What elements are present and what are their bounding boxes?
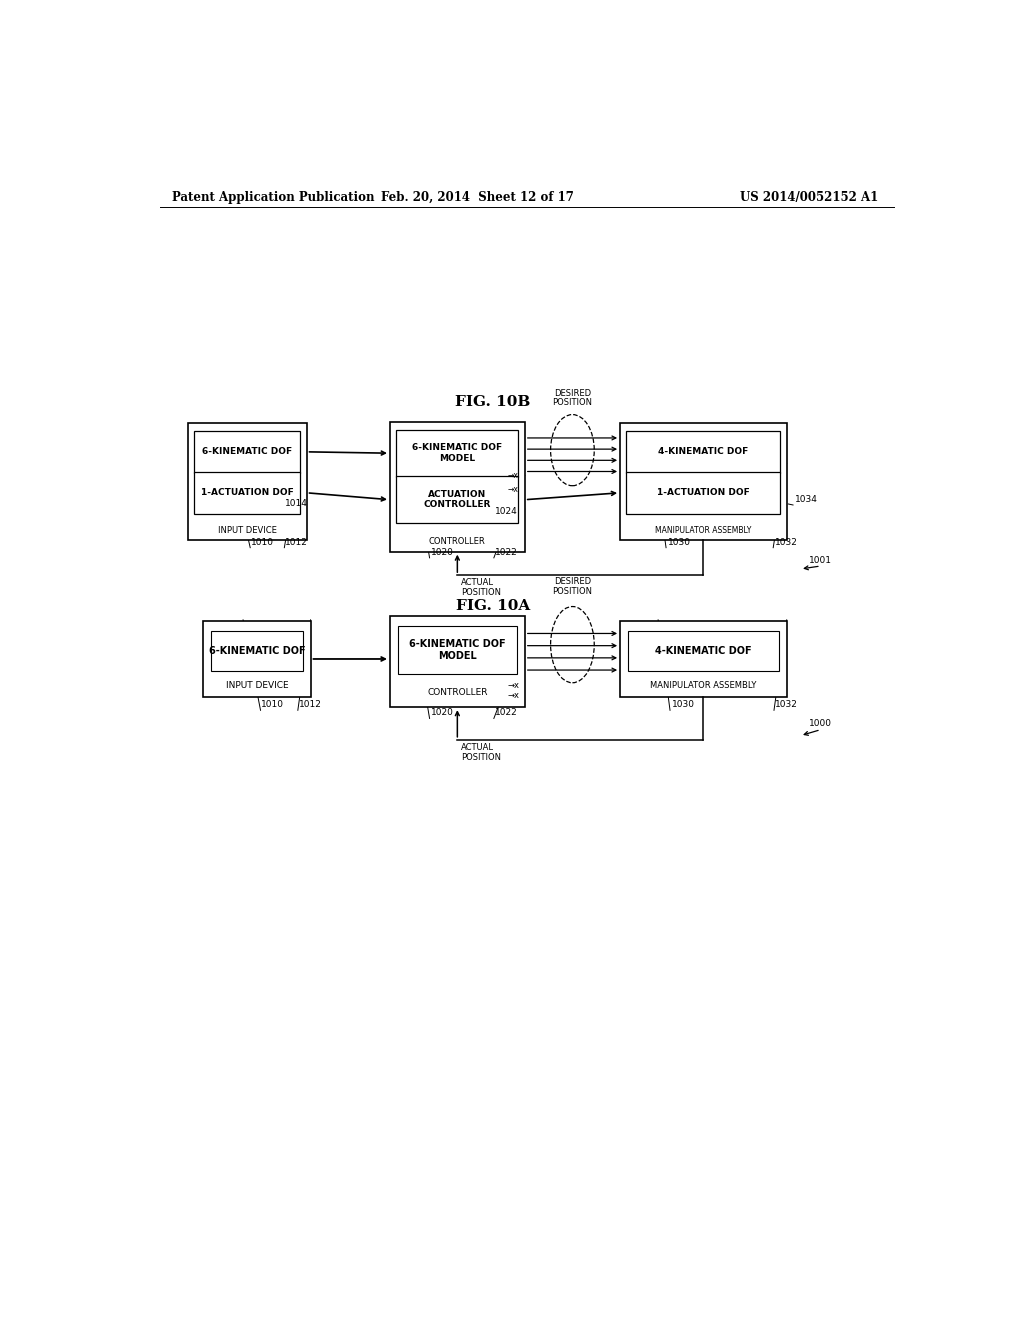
Text: 1010: 1010 [251,537,274,546]
Text: →x: →x [507,471,518,480]
Bar [194,430,300,473]
Text: Feb. 20, 2014  Sheet 12 of 17: Feb. 20, 2014 Sheet 12 of 17 [381,191,573,205]
Text: US 2014/0052152 A1: US 2014/0052152 A1 [739,191,878,205]
Text: 1000: 1000 [809,718,831,727]
Text: 4-KINEMATIC DOF: 4-KINEMATIC DOF [658,447,749,457]
Text: 1001: 1001 [809,556,831,565]
Bar [620,620,786,697]
Text: CONTROLLER: CONTROLLER [429,537,485,546]
Text: 1-ACTUATION DOF: 1-ACTUATION DOF [657,488,750,498]
Text: 1022: 1022 [495,548,517,557]
Text: 1-ACTUATION DOF: 1-ACTUATION DOF [201,488,294,498]
Text: 6-KINEMATIC DOF: 6-KINEMATIC DOF [202,447,292,457]
Text: 1020: 1020 [431,548,454,557]
Text: ACTUAL
POSITION: ACTUAL POSITION [462,743,502,762]
Text: 1034: 1034 [795,495,817,504]
Text: 1022: 1022 [495,709,517,718]
Text: 1014: 1014 [285,499,308,508]
Bar [187,422,306,540]
Text: 1020: 1020 [431,709,454,718]
Text: FIG. 10B: FIG. 10B [456,395,530,409]
Bar [627,430,780,473]
Text: 4-KINEMATIC DOF: 4-KINEMATIC DOF [655,645,752,656]
Text: →x: →x [507,681,519,690]
Text: 1030: 1030 [672,701,694,709]
Text: 1012: 1012 [285,537,308,546]
Text: MANIPULATOR ASSEMBLY: MANIPULATOR ASSEMBLY [655,525,752,535]
Bar [396,430,518,477]
Text: INPUT DEVICE: INPUT DEVICE [225,681,289,690]
Text: 6-KINEMATIC DOF
MODEL: 6-KINEMATIC DOF MODEL [409,639,506,660]
Text: 1030: 1030 [668,537,690,546]
Bar [390,615,524,708]
Text: INPUT DEVICE: INPUT DEVICE [218,525,276,535]
Text: 1032: 1032 [775,537,798,546]
Bar [211,631,303,671]
Text: FIG. 10A: FIG. 10A [456,598,530,612]
Bar [397,626,517,673]
Text: DESIRED
POSITION: DESIRED POSITION [552,577,593,595]
Text: 6-KINEMATIC DOF: 6-KINEMATIC DOF [209,645,305,656]
Bar [628,631,779,671]
Text: 1012: 1012 [299,701,322,709]
Bar [390,421,524,552]
Text: 1032: 1032 [775,701,798,709]
Text: 1010: 1010 [261,701,285,709]
Bar [627,471,780,513]
Text: →x: →x [507,690,519,700]
Text: Patent Application Publication: Patent Application Publication [172,191,374,205]
Bar [396,477,518,523]
Text: DESIRED
POSITION: DESIRED POSITION [552,389,593,408]
Text: MANIPULATOR ASSEMBLY: MANIPULATOR ASSEMBLY [650,681,757,690]
Text: CONTROLLER: CONTROLLER [427,688,487,697]
Bar [204,620,310,697]
Bar [620,422,786,540]
Bar [194,471,300,513]
Text: →x: →x [507,484,518,494]
Text: ACTUATION
CONTROLLER: ACTUATION CONTROLLER [424,490,492,510]
Text: 6-KINEMATIC DOF
MODEL: 6-KINEMATIC DOF MODEL [413,444,503,463]
Text: ACTUAL
POSITION: ACTUAL POSITION [462,578,502,597]
Text: 1024: 1024 [495,507,517,516]
